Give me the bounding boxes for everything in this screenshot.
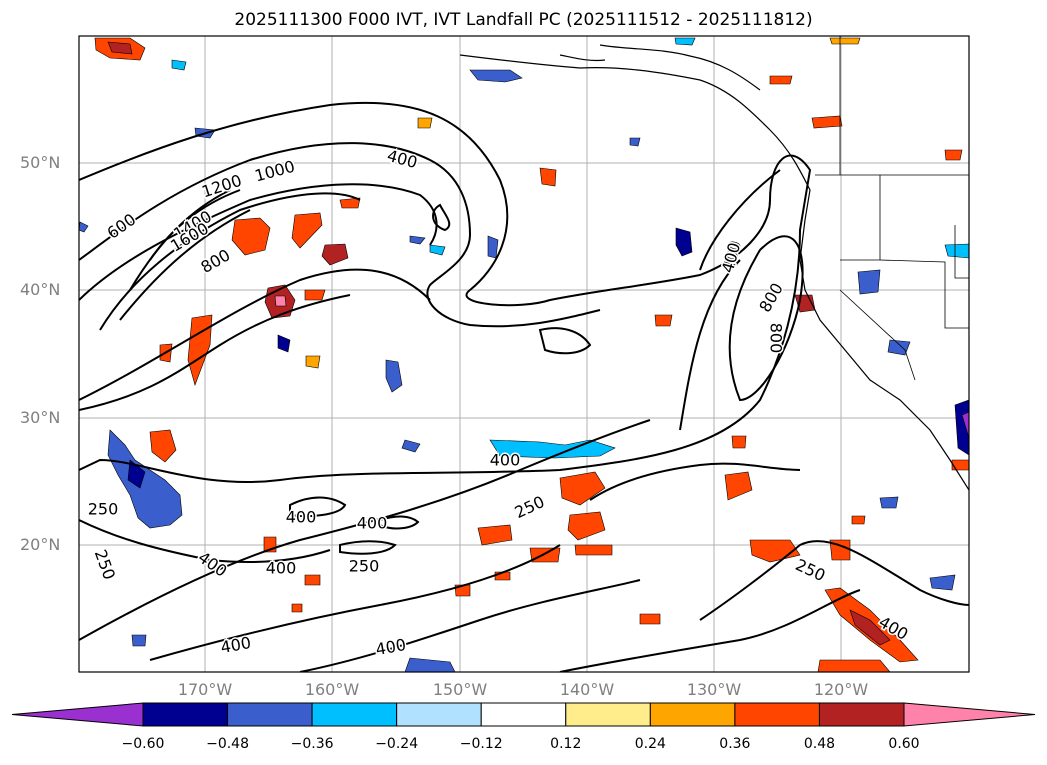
- lat-label-50: 50°N: [20, 153, 61, 172]
- lon-label-130w: 130°W: [686, 680, 742, 699]
- colorbar-segment: [649, 702, 736, 727]
- colorbar-tick-label: −0.24: [375, 736, 419, 752]
- colorbar-segment: [734, 702, 820, 727]
- contour-label: 400: [266, 559, 297, 578]
- colorbar-tick-label: −0.48: [206, 736, 249, 752]
- colorbar-extend-low: [11, 702, 144, 727]
- colorbar-tick-label: −0.60: [121, 736, 165, 752]
- graticule: [79, 36, 969, 672]
- contour-label: 800: [767, 323, 786, 354]
- coastline: [459, 44, 969, 491]
- colorbar-segment: [480, 702, 567, 727]
- colorbar-segment: [818, 702, 905, 727]
- map-frame: [78, 35, 970, 673]
- lat-label-20: 20°N: [20, 535, 61, 554]
- colorbar-segment: [227, 702, 313, 727]
- contour-label: 250: [88, 500, 119, 519]
- contour-label: 400: [286, 508, 317, 527]
- contour-label: 250: [349, 557, 380, 576]
- colorbar-tick-label: −0.36: [290, 736, 334, 752]
- ivt-contours: [79, 101, 969, 672]
- lat-label-40: 40°N: [20, 280, 61, 299]
- lon-label-160w: 160°W: [304, 680, 360, 699]
- colorbar-tick-label: 0.24: [634, 736, 666, 752]
- contour-label: 400: [357, 514, 388, 533]
- lon-label-140w: 140°W: [559, 680, 615, 699]
- contour-label: 400: [490, 451, 521, 470]
- colorbar-tick-label: 0.36: [719, 736, 751, 752]
- colorbar-segment: [565, 702, 651, 727]
- colorbar-extend-high: [903, 702, 1036, 727]
- colorbar-segment: [396, 702, 482, 727]
- positive-pc-blobs: [94, 37, 969, 672]
- lon-label-170w: 170°W: [177, 680, 233, 699]
- colorbar-segment: [311, 702, 398, 727]
- negative-pc-blobs: [79, 37, 969, 672]
- lon-label-120w: 120°W: [813, 680, 869, 699]
- map-title: 2025111300 F000 IVT, IVT Landfall PC (20…: [234, 10, 813, 30]
- colorbar-tick-label: 0.12: [550, 736, 582, 752]
- colorbar: [11, 702, 1036, 727]
- lat-label-30: 30°N: [20, 408, 61, 427]
- state-borders: [815, 36, 969, 381]
- colorbar-segment: [142, 702, 229, 727]
- colorbar-tick-label: 0.60: [888, 736, 920, 752]
- lon-label-150w: 150°W: [432, 680, 488, 699]
- colorbar-tick-label: −0.12: [459, 736, 503, 752]
- colorbar-tick-label: 0.48: [803, 736, 836, 752]
